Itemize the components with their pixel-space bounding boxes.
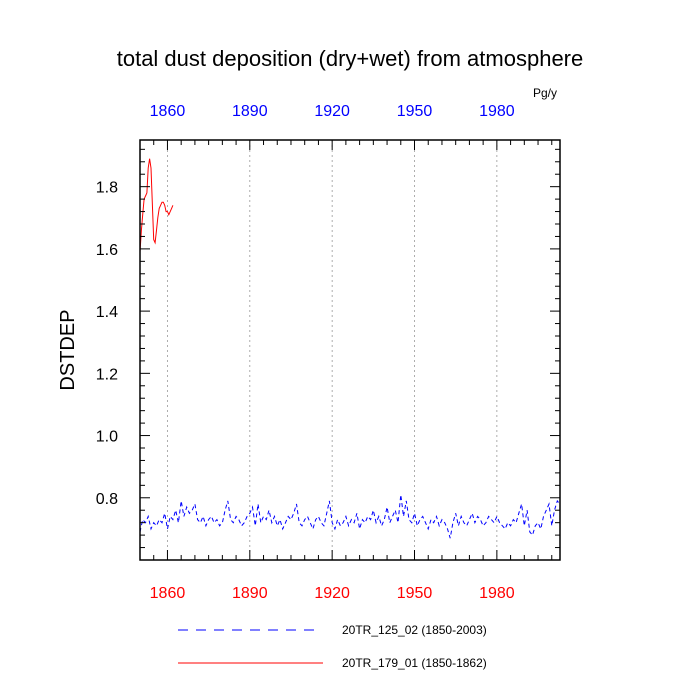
- y-axis-label: DSTDEP: [57, 309, 79, 390]
- gridlines: [167, 140, 498, 560]
- x-tick-label-bottom: 1890: [232, 585, 268, 602]
- units-label: Pg/y: [533, 86, 557, 100]
- x-tick-label-bottom: 1860: [150, 585, 186, 602]
- x-tick-label-top: 1980: [479, 103, 515, 120]
- x-tick-label-top: 1890: [232, 103, 268, 120]
- tick-labels: 1860 1860 1890 1890 1920 1920 1950 1950 1980 1980…: [96, 103, 515, 602]
- x-tick-label-bottom: 1980: [479, 585, 515, 602]
- x-tick-label-top: 1920: [314, 103, 350, 120]
- axis-ticks: [139, 140, 560, 560]
- x-tick-label-bottom: 1950: [397, 585, 433, 602]
- legend: 20TR_125_02 (1850-2003) 20TR_179_01 (185…: [178, 623, 487, 670]
- x-tick-label-bottom: 1920: [314, 585, 350, 602]
- y-tick-label: 1.6: [96, 242, 118, 259]
- chart-title: total dust deposition (dry+wet) from atm…: [117, 46, 584, 71]
- series-line-2: [139, 158, 174, 253]
- plot-frame: [139, 139, 561, 561]
- y-tick-label: 1.4: [96, 304, 118, 321]
- y-tick-label: 0.8: [96, 491, 118, 508]
- legend-label-series-2: 20TR_179_01 (1850-1862): [342, 656, 487, 670]
- legend-label-series-1: 20TR_125_02 (1850-2003): [342, 623, 487, 637]
- x-tick-label-top: 1860: [150, 103, 186, 120]
- x-tick-label-top: 1950: [397, 103, 433, 120]
- y-tick-label: 1.8: [96, 180, 118, 197]
- series-line-1: [139, 494, 561, 539]
- y-tick-label: 1.2: [96, 366, 118, 383]
- series-group: [139, 158, 561, 539]
- y-tick-label: 1.0: [96, 429, 118, 446]
